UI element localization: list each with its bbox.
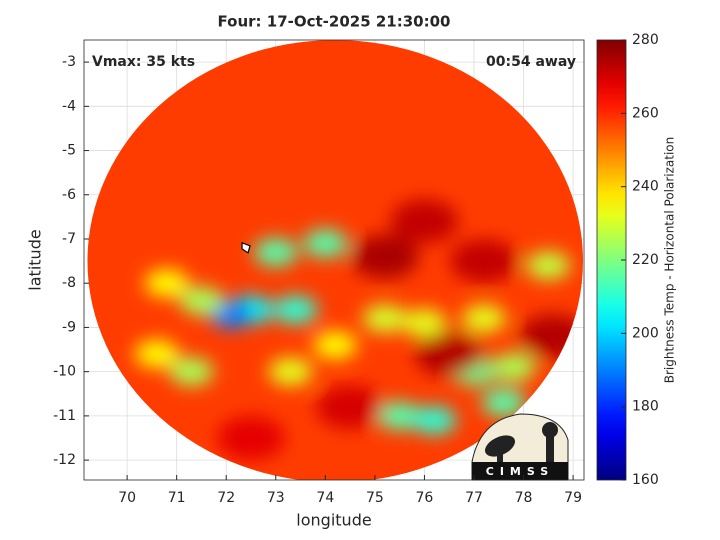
y-tick-label: -11: [53, 408, 76, 424]
x-tick-label: 79: [564, 490, 582, 506]
brightness-cell: [268, 357, 313, 386]
colorbar-tick-label: 260: [632, 105, 659, 121]
brightness-cell: [273, 295, 318, 324]
colorbar-label: Brightness Temp - Horizontal Polarizatio…: [663, 137, 677, 384]
brightness-cell: [134, 339, 179, 368]
x-tick-label: 78: [515, 490, 533, 506]
y-tick-label: -7: [62, 231, 76, 247]
brightness-cell: [316, 385, 385, 430]
y-tick-label: -3: [62, 54, 76, 70]
brightness-cell: [303, 229, 348, 258]
brightness-cell: [449, 239, 518, 284]
colorbar-tick-label: 200: [632, 325, 659, 341]
features: [134, 199, 584, 460]
x-tick-label: 76: [416, 490, 434, 506]
brightness-cell: [179, 286, 224, 315]
y-tick-label: -8: [62, 275, 76, 291]
y-tick-label: -10: [53, 364, 76, 380]
x-tick-label: 71: [168, 490, 186, 506]
brightness-cell: [169, 357, 214, 386]
colorbar-tick-label: 280: [632, 32, 659, 48]
y-tick-label: -6: [62, 187, 76, 203]
brightness-cell: [481, 388, 526, 417]
brightness-cell: [144, 269, 189, 298]
brightness-cell: [526, 251, 571, 280]
y-tick-label: -5: [62, 143, 76, 159]
plot-frame: [83, 39, 585, 481]
brightness-cell: [377, 401, 422, 430]
x-tick-label: 72: [217, 490, 235, 506]
annotation: Vmax: 35 kts: [92, 54, 195, 70]
storm-marker: [241, 241, 251, 254]
brightness-cell: [350, 234, 419, 279]
brightness-cell: [362, 304, 407, 333]
brightness-cell: [415, 331, 484, 376]
brightness-cell: [390, 199, 459, 244]
y-tick-label: -4: [62, 98, 76, 114]
colorbar-tick-label: 180: [632, 399, 659, 415]
x-tick-label: 70: [118, 490, 136, 506]
colorbar-tick-label: 160: [632, 472, 659, 488]
chart-title: Four: 17-Oct-2025 21:30:00: [218, 13, 451, 31]
colorbar-tick-label: 220: [632, 252, 659, 268]
brightness-cell: [412, 406, 457, 435]
logo-text: CIMSS: [486, 465, 554, 478]
x-tick-label: 74: [316, 490, 334, 506]
brightness-cell: [313, 331, 358, 360]
y-tick-label: -12: [53, 452, 76, 468]
x-tick-label: 77: [465, 490, 483, 506]
x-axis-label: longitude: [296, 511, 371, 530]
image: [87, 40, 584, 480]
y-tick-label: -9: [62, 319, 76, 335]
logo: CIMSS: [471, 413, 569, 481]
y-axis-label: latitude: [26, 229, 45, 290]
x-tick-label: 75: [366, 490, 384, 506]
annotation: 00:54 away: [486, 54, 576, 70]
brightness-cell: [253, 238, 298, 267]
x-tick-label: 73: [267, 490, 285, 506]
colorbar-tick-label: 240: [632, 179, 659, 195]
brightness-cell: [491, 353, 536, 382]
brightness-cell: [216, 415, 285, 460]
brightness-cell: [402, 309, 447, 338]
brightness-cell: [461, 304, 506, 333]
